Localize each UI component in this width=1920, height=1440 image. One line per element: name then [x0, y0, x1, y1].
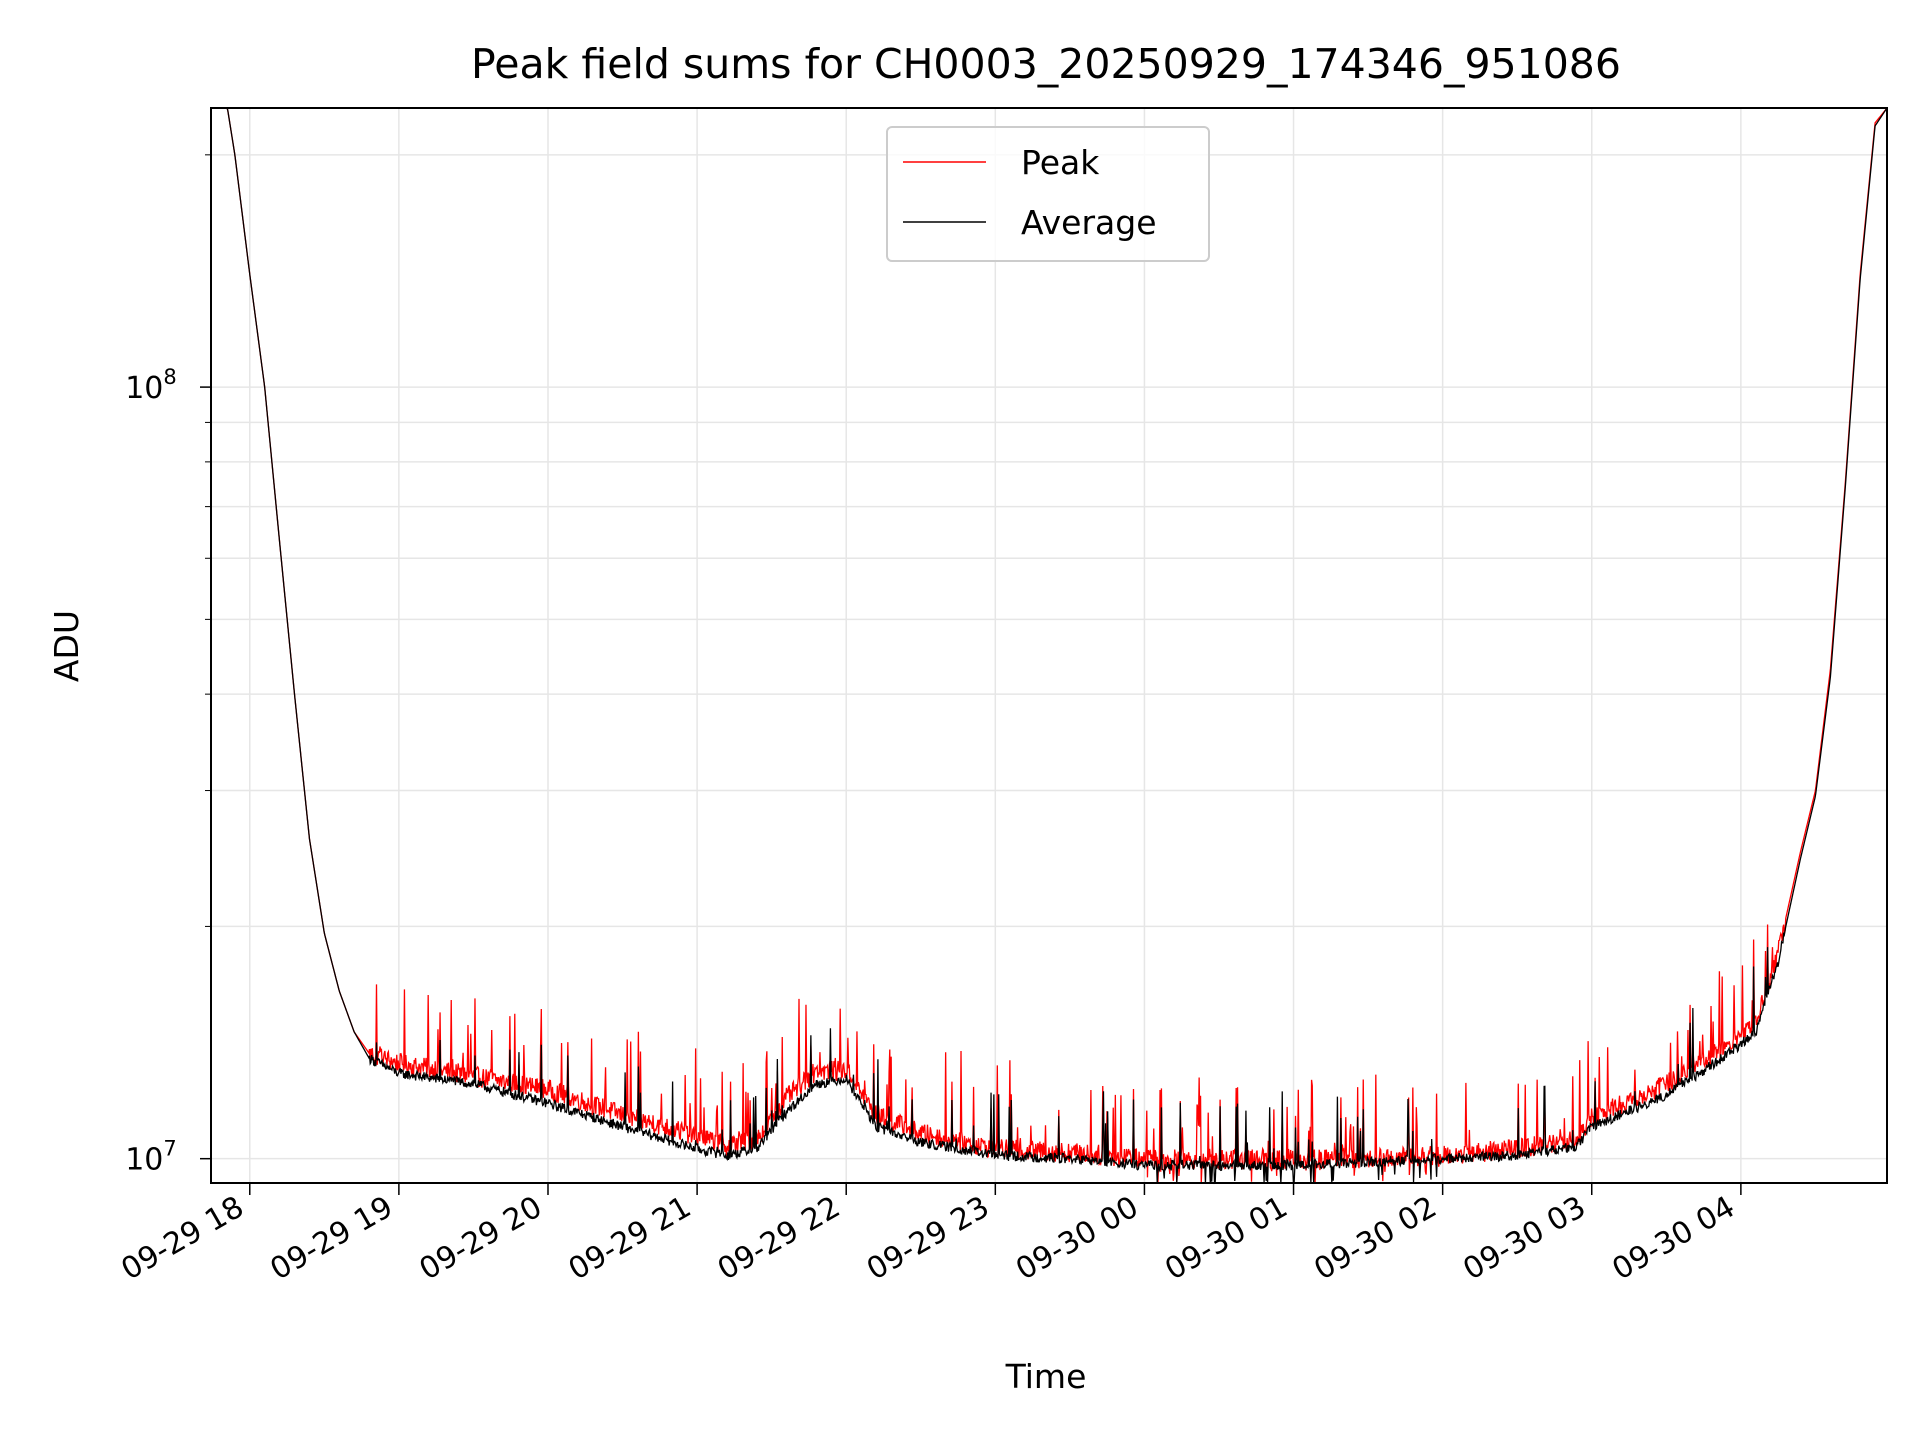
series-line-peak: [211, 107, 1888, 1184]
y-tick-label: 108: [125, 365, 177, 406]
y-tick-base: 10: [125, 371, 163, 406]
legend-label-peak: Peak: [1021, 143, 1100, 182]
plot-frame: [210, 107, 1888, 1184]
x-axis-label: Time: [1005, 1357, 1087, 1396]
y-tick-label: 107: [125, 1137, 177, 1178]
y-tick-base: 10: [125, 1143, 163, 1178]
legend-box: [886, 126, 1210, 262]
series-layer: [211, 107, 1888, 1185]
grid-layer: [211, 108, 1887, 1183]
plot-area: [211, 108, 1887, 1183]
legend-label-average: Average: [1021, 203, 1157, 242]
y-tick-exponent: 8: [163, 365, 176, 389]
chart-title: Peak field sums for CH0003_20250929_1743…: [471, 40, 1621, 88]
y-axis-label: ADU: [47, 610, 86, 682]
series-line-average: [211, 107, 1888, 1185]
y-tick-exponent: 7: [163, 1137, 176, 1161]
legend: Peak Average: [886, 126, 1210, 262]
